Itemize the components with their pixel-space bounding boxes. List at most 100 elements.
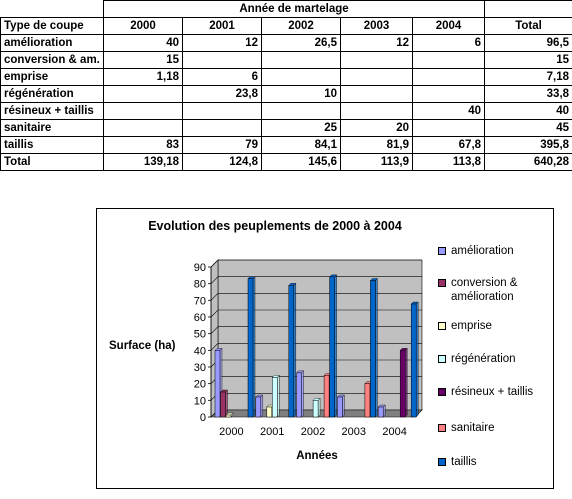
table-cell: 145,6 <box>261 153 341 171</box>
gridline <box>210 343 422 351</box>
bar <box>220 391 226 418</box>
x-tick-label: 2004 <box>382 426 406 438</box>
bar-side <box>416 301 419 418</box>
table-cell <box>103 119 183 137</box>
y-tick-label: 90 <box>194 262 206 274</box>
table-cell: 40 <box>103 34 183 52</box>
bar-side <box>405 347 408 418</box>
table-cell: 45 <box>484 119 572 137</box>
table-cell: 20 <box>340 119 413 137</box>
table-cell: 81,9 <box>340 136 413 154</box>
table-cell: 124,8 <box>182 153 262 171</box>
legend-swatch <box>438 388 446 396</box>
table-cell: 96,5 <box>484 34 572 52</box>
data-table: Année de martelage Type de coupe 2000 20… <box>0 0 572 171</box>
bar-side <box>260 394 264 418</box>
table-row: Total 139,18 124,8 145,6 113,9 113,8 640,28 <box>0 153 572 171</box>
legend-label: amélioration <box>451 245 514 257</box>
group-header: Année de martelage <box>102 0 486 18</box>
table-row: sanitaire 25 20 45 <box>0 119 572 137</box>
table-cell: 6 <box>182 68 262 86</box>
column-header: 2002 <box>261 17 341 35</box>
bar <box>272 377 278 418</box>
table-cell: 15 <box>484 51 572 69</box>
bar <box>288 285 295 418</box>
legend-swatch <box>438 279 446 287</box>
x-tick-label: 2001 <box>260 426 284 438</box>
row-label: sanitaire <box>0 119 104 137</box>
table-body: amélioration 40 12 26,5 12 6 96,5 conversion & … <box>0 34 572 171</box>
table-cell: 23,8 <box>182 85 262 103</box>
bar-side <box>375 278 378 418</box>
table-cell: 10 <box>261 85 341 103</box>
legend-swatch <box>438 355 446 363</box>
table-cell: 7,18 <box>484 68 572 86</box>
table-corner-blank <box>0 0 104 18</box>
table-row: régénération 23,8 10 33,8 <box>0 85 572 103</box>
table-header-row: Type de coupe 2000 2001 2002 2003 2004 T… <box>0 17 572 35</box>
x-tick-label: 2003 <box>342 426 366 438</box>
table-cell <box>182 51 262 69</box>
table-cell: 12 <box>182 34 262 52</box>
legend-label: sanitaire <box>451 422 495 434</box>
row-label: résineux + taillis <box>0 102 104 120</box>
table-cell <box>411 51 486 69</box>
x-tick-label: 2002 <box>301 426 325 438</box>
table-cell: 40 <box>411 102 486 120</box>
gridline <box>210 326 422 334</box>
y-tick-label: 20 <box>194 379 206 391</box>
bar-side <box>293 282 297 418</box>
table-cell <box>340 85 413 103</box>
table-cell: 113,9 <box>340 153 413 171</box>
y-tick-label: 30 <box>194 362 206 374</box>
bar <box>323 375 330 418</box>
table-cell: 640,28 <box>484 153 572 171</box>
table-cell <box>261 51 341 69</box>
x-tick-label: 2000 <box>219 426 243 438</box>
bar <box>225 414 232 418</box>
table-cell <box>411 68 486 86</box>
legend-swatch <box>438 458 446 466</box>
row-label: amélioration <box>0 34 104 52</box>
table-cell <box>340 51 413 69</box>
bar-side <box>277 374 280 418</box>
y-tick-label: 40 <box>194 345 206 357</box>
bar <box>296 372 302 418</box>
table-row: conversion & am. 15 15 <box>0 51 572 69</box>
column-header: 2004 <box>411 17 486 35</box>
x-axis-label: Années <box>296 450 338 462</box>
gridline <box>210 276 422 284</box>
gridline <box>210 309 422 318</box>
corner-label: Type de coupe <box>0 17 104 35</box>
table-cell <box>261 102 341 120</box>
table-cell: 40 <box>484 102 572 120</box>
chart-frame: Evolution des peuplements de 2000 à 2004… <box>96 208 554 489</box>
column-header: Total <box>484 17 572 35</box>
table-cell: 84,1 <box>261 136 341 154</box>
legend-label: régénération <box>451 353 516 365</box>
table-cell <box>182 119 262 137</box>
column-header: 2003 <box>340 17 413 35</box>
legend-label: résineux + taillis <box>451 386 534 398</box>
table-cell: 395,8 <box>484 136 572 154</box>
column-header: 2001 <box>182 17 262 35</box>
y-axis-label: Surface (ha) <box>109 340 176 352</box>
bar-side <box>301 370 304 418</box>
bar-chart-plot: 0 10 20 30 40 50 60 70 80 90 2000 2001 2002 2003 2004 <box>194 259 423 438</box>
bar-side <box>225 389 228 418</box>
y-tick-label: 80 <box>194 279 206 291</box>
row-label: régénération <box>0 85 104 103</box>
chart-title: Evolution des peuplements de 2000 à 2004 <box>148 219 402 233</box>
bar <box>247 278 254 418</box>
bar <box>364 383 371 418</box>
gridline <box>210 293 422 301</box>
row-label: emprise <box>0 68 104 86</box>
table-cell <box>261 68 341 86</box>
table-row: taillis 83 79 84,1 81,9 67,8 395,8 <box>0 136 572 154</box>
table-row: résineux + taillis 40 40 <box>0 102 572 120</box>
y-tick-label: 70 <box>194 295 206 307</box>
legend-swatch <box>438 424 446 432</box>
table-row: emprise 1,18 6 7,18 <box>0 68 572 86</box>
table-cell: 12 <box>340 34 413 52</box>
column-header: 2000 <box>103 17 183 35</box>
